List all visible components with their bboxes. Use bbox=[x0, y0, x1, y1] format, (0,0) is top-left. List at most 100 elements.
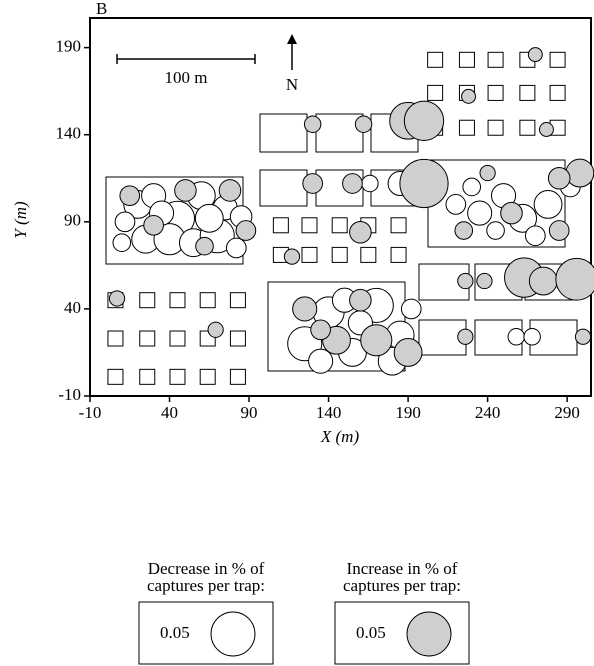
capture-circle bbox=[462, 177, 482, 197]
x-tick-label: 90 bbox=[241, 403, 258, 422]
trap bbox=[427, 84, 444, 101]
legend-box bbox=[334, 601, 470, 665]
capture-circle bbox=[486, 221, 505, 240]
capture-circle bbox=[342, 173, 363, 194]
capture-circle bbox=[207, 321, 224, 338]
y-axis-label: Y (m) bbox=[11, 201, 30, 239]
capture-circle bbox=[235, 220, 257, 241]
y-tick-label: 140 bbox=[56, 124, 82, 143]
scale-label: 100 m bbox=[165, 68, 208, 87]
capture-circle bbox=[308, 348, 334, 374]
capture-circle bbox=[143, 214, 164, 236]
capture-circle bbox=[108, 290, 126, 307]
capture-circle bbox=[527, 47, 543, 63]
capture-circle bbox=[528, 266, 558, 296]
capture-circle bbox=[349, 288, 372, 312]
trap bbox=[199, 368, 216, 385]
capture-circle bbox=[303, 115, 322, 133]
capture-circle bbox=[467, 200, 493, 226]
trap bbox=[458, 51, 475, 68]
legend-circle bbox=[210, 611, 256, 657]
capture-circle bbox=[476, 272, 493, 290]
trap bbox=[360, 246, 377, 263]
y-tick-label: 190 bbox=[56, 37, 82, 56]
trap bbox=[229, 292, 246, 309]
y-tick-label: -10 bbox=[58, 385, 81, 404]
x-tick-label: 140 bbox=[316, 403, 342, 422]
capture-circle bbox=[539, 122, 554, 137]
x-tick-label: 40 bbox=[161, 403, 178, 422]
trap bbox=[107, 368, 124, 385]
capture-circle bbox=[500, 201, 523, 225]
capture-circle bbox=[349, 220, 372, 244]
legend-size-label: 0.05 bbox=[160, 623, 190, 642]
trap bbox=[301, 246, 318, 263]
legend-size-label: 0.05 bbox=[356, 623, 386, 642]
trap bbox=[139, 330, 156, 347]
trap bbox=[199, 292, 216, 309]
capture-circle bbox=[119, 185, 141, 207]
x-tick-label: 190 bbox=[395, 403, 421, 422]
capture-circle bbox=[225, 237, 247, 259]
north-arrow bbox=[287, 34, 297, 70]
trap bbox=[229, 330, 246, 347]
capture-circle bbox=[445, 194, 467, 215]
legend-title: captures per trap: bbox=[147, 576, 265, 595]
x-tick-label: 240 bbox=[475, 403, 501, 422]
trap bbox=[390, 217, 407, 234]
x-tick-label: 290 bbox=[554, 403, 580, 422]
trap bbox=[272, 217, 289, 234]
capture-circle bbox=[195, 236, 214, 256]
north-label: N bbox=[286, 75, 298, 94]
legend-box bbox=[138, 601, 274, 665]
trap bbox=[169, 292, 186, 309]
x-axis-label: X (m) bbox=[320, 427, 360, 446]
capture-circle bbox=[523, 328, 541, 346]
capture-circle bbox=[547, 166, 571, 190]
capture-circle bbox=[574, 328, 592, 345]
capture-circle bbox=[565, 158, 594, 188]
capture-circle bbox=[548, 220, 570, 241]
legend-title: captures per trap: bbox=[343, 576, 461, 595]
trap bbox=[519, 119, 536, 136]
capture-circle bbox=[393, 338, 423, 367]
capture-circle bbox=[112, 233, 132, 253]
trap bbox=[519, 84, 536, 101]
trap bbox=[487, 84, 504, 101]
capture-circle bbox=[461, 88, 476, 104]
capture-circle bbox=[403, 100, 445, 141]
capture-circle bbox=[283, 248, 301, 265]
capture-circle bbox=[507, 328, 525, 346]
trap bbox=[390, 246, 407, 263]
plot-frame bbox=[89, 17, 592, 397]
capture-circle bbox=[361, 174, 379, 193]
capture-circle bbox=[457, 272, 474, 290]
capture-circle bbox=[400, 298, 422, 320]
x-tick-label: -10 bbox=[79, 403, 102, 422]
trap bbox=[427, 51, 444, 68]
y-tick-label: 90 bbox=[64, 211, 81, 230]
capture-circle bbox=[218, 179, 242, 202]
trap bbox=[549, 51, 566, 68]
trap bbox=[229, 368, 246, 385]
trap bbox=[487, 119, 504, 136]
capture-circle bbox=[399, 158, 449, 209]
capture-circle bbox=[194, 203, 224, 233]
panel-label: B bbox=[96, 0, 107, 18]
scale-bar bbox=[116, 54, 256, 64]
trap bbox=[487, 51, 504, 68]
capture-circle bbox=[360, 324, 393, 357]
capture-circle bbox=[524, 225, 546, 247]
capture-circle bbox=[457, 328, 474, 345]
capture-circle bbox=[310, 319, 331, 341]
trap bbox=[139, 292, 156, 309]
trap bbox=[169, 330, 186, 347]
trap bbox=[107, 330, 124, 347]
legend-title: Increase in % of bbox=[347, 559, 458, 578]
trap bbox=[549, 84, 566, 101]
capture-circle bbox=[454, 221, 474, 240]
legend-title: Decrease in % of bbox=[148, 559, 265, 578]
capture-circle bbox=[114, 211, 136, 233]
trap bbox=[139, 368, 156, 385]
